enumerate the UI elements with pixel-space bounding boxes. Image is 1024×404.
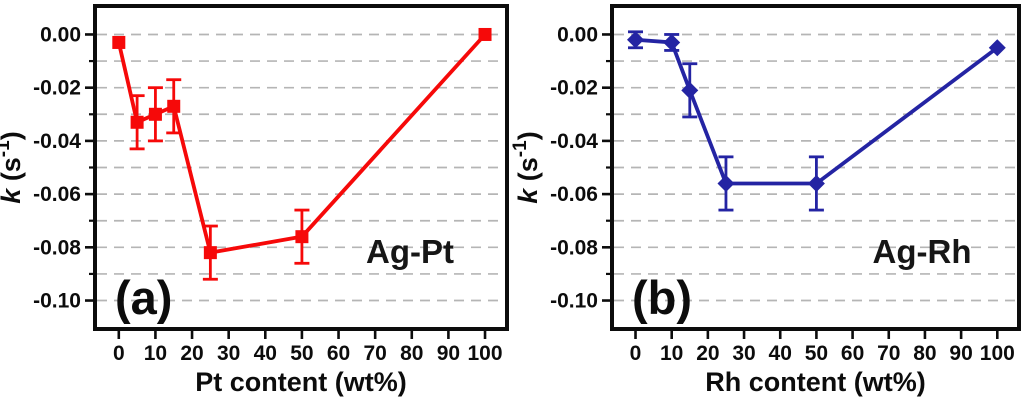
- x-tick-label: 70: [877, 342, 900, 365]
- x-tick-label: 50: [805, 342, 828, 365]
- x-tick-label: 0: [630, 342, 642, 365]
- y-tick-label: 0.00: [557, 23, 598, 46]
- x-tick-label: 60: [327, 342, 350, 365]
- y-tick-label: -0.04: [33, 130, 81, 153]
- plot-frame: [610, 4, 1021, 331]
- x-tick-label: 60: [841, 342, 864, 365]
- y-tick-label: -0.08: [550, 236, 598, 259]
- series-annotation: Ag-Pt: [366, 233, 454, 270]
- data-point-marker: [130, 115, 144, 129]
- data-point-marker: [681, 81, 699, 99]
- x-axis-label: Pt content (wt%): [195, 367, 406, 397]
- data-point-marker: [807, 174, 825, 192]
- plot-frame: [93, 4, 509, 331]
- data-point-marker: [203, 246, 217, 260]
- x-tick-label: 10: [144, 342, 167, 365]
- x-tick-label: 80: [400, 342, 423, 365]
- y-tick-label: -0.02: [33, 77, 81, 100]
- x-tick-label: 50: [290, 342, 313, 365]
- y-tick-label: -0.10: [550, 290, 598, 313]
- x-tick-label: 90: [437, 342, 460, 365]
- x-tick-label: 10: [660, 342, 683, 365]
- panel-b: 0.00 -0.02 -0.04 -0.06 -0.08 -0.10 0 10 20 30 40 50…: [510, 4, 1021, 397]
- x-tick-label: 30: [217, 342, 240, 365]
- x-tick-label: 0: [113, 342, 125, 365]
- panel-letter: (a): [115, 271, 172, 324]
- x-tick-label: 30: [732, 342, 755, 365]
- x-tick-label: 20: [696, 342, 719, 365]
- y-tick-label: -0.02: [550, 77, 598, 100]
- x-tick-label: 100: [980, 342, 1015, 365]
- y-tick-label: -0.06: [33, 183, 81, 206]
- x-tick-label: 40: [254, 342, 277, 365]
- x-tick-label: 80: [913, 342, 936, 365]
- series-annotation: Ag-Rh: [873, 233, 972, 270]
- y-tick-label: 0.00: [40, 23, 81, 46]
- x-tick-label: 70: [363, 342, 386, 365]
- y-axis-label: k (s-1): [510, 131, 543, 203]
- data-point-marker: [167, 99, 181, 113]
- y-tick-label: -0.08: [33, 236, 81, 259]
- data-point-marker: [717, 174, 735, 192]
- data-point-marker: [663, 33, 681, 51]
- panel-a: 0.00 -0.02 -0.04 -0.06 -0.08 -0.10 0 10 20 30 40 50…: [0, 4, 509, 397]
- data-point-marker: [478, 27, 492, 41]
- y-tick-label: -0.04: [550, 130, 598, 153]
- data-point-marker: [295, 230, 309, 244]
- x-axis-label: Rh content (wt%): [705, 367, 925, 397]
- data-point-marker: [988, 39, 1006, 57]
- x-tick-label: 90: [949, 342, 972, 365]
- panel-letter: (b): [632, 271, 692, 324]
- data-point-marker: [148, 107, 162, 121]
- y-tick-label: -0.10: [33, 290, 81, 313]
- x-tick-label: 20: [180, 342, 203, 365]
- data-point-marker: [112, 35, 126, 49]
- x-tick-label: 40: [769, 342, 792, 365]
- data-point-marker: [627, 31, 645, 49]
- y-tick-label: -0.06: [550, 183, 598, 206]
- x-tick-label: 100: [468, 342, 503, 365]
- y-axis-label: k (s-1): [0, 131, 26, 203]
